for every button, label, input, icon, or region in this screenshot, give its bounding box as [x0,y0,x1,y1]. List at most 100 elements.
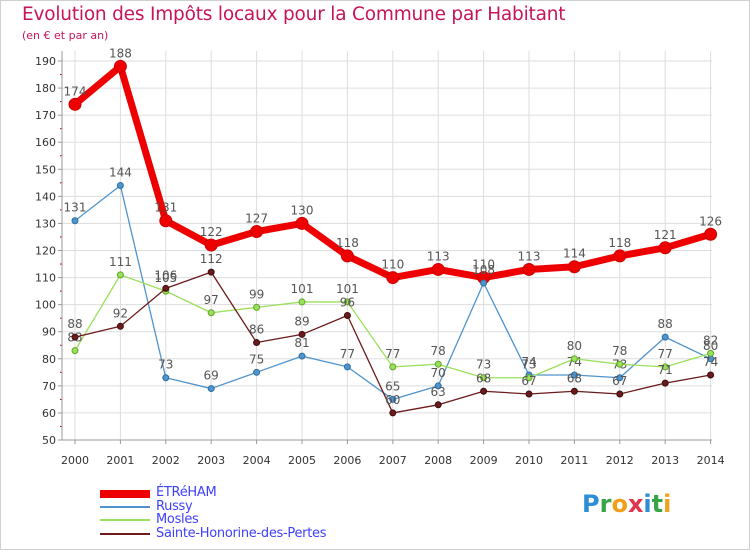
data-point [389,395,397,403]
data-label: 74 [703,355,718,369]
x-tick-label: 2011 [560,454,588,467]
x-tick-label: 2003 [197,454,225,467]
x-tick-label: 2013 [651,454,679,467]
data-point [434,382,442,390]
data-point [707,371,715,379]
data-point [480,374,488,382]
x-tick-label: 2005 [288,454,316,467]
data-point [116,182,124,190]
y-tick-label: 190 [35,55,56,68]
data-label: 108 [472,263,495,277]
x-tick-label: 2012 [606,454,634,467]
data-label: 127 [245,212,268,226]
y-tick-label: 120 [35,245,56,258]
data-label: 96 [340,295,355,309]
data-label: 112 [200,252,223,266]
data-point [204,238,218,252]
data-label: 101 [291,282,314,296]
data-label: 118 [336,236,359,250]
data-label: 63 [431,385,446,399]
data-point [522,262,536,276]
data-label: 110 [381,258,404,272]
data-label: 144 [109,166,132,180]
data-label: 174 [64,84,87,98]
data-label: 131 [64,201,87,215]
data-point [207,268,215,276]
data-label: 130 [291,203,314,217]
data-point [525,374,533,382]
data-label: 121 [654,228,677,242]
data-point [253,339,261,347]
data-label: 106 [154,268,177,282]
y-tick-label: 170 [35,109,56,122]
data-point [162,284,170,292]
data-label: 77 [658,347,673,361]
data-point [480,387,488,395]
data-point [343,311,351,319]
legend-label: ÉTRéHAM [156,485,217,500]
data-point [570,355,578,363]
x-tick-label: 2004 [243,454,271,467]
data-label: 73 [521,358,536,372]
data-point [207,309,215,317]
legend-label: Russy [156,498,193,514]
y-tick-label: 60 [42,407,56,420]
data-point [71,217,79,225]
data-point [570,371,578,379]
data-label: 74 [521,355,536,369]
x-tick-label: 2002 [152,454,180,467]
x-tick-label: 2014 [697,454,725,467]
chart-subtitle: (en € et par an) [22,29,109,42]
legend-swatch [100,490,150,498]
data-label: 67 [612,374,627,388]
data-label: 68 [476,371,491,385]
data-label: 70 [431,366,446,380]
data-point [525,390,533,398]
data-point [616,390,624,398]
data-point [567,260,581,274]
data-label: 80 [703,339,718,353]
data-label: 122 [200,225,223,239]
x-tick-label: 2008 [424,454,452,467]
data-point [661,333,669,341]
y-tick-label: 130 [35,217,56,230]
data-label: 68 [567,371,582,385]
data-point [661,363,669,371]
x-tick-label: 2009 [470,454,498,467]
data-point [159,214,173,228]
data-label: 131 [154,201,177,215]
data-label: 188 [109,46,132,60]
data-point [343,298,351,306]
data-point [613,249,627,263]
legend-swatch [100,505,150,508]
data-point [434,360,442,368]
legend-label: Sainte-Honorine-des-Pertes [156,525,327,541]
x-tick-label: 2000 [61,454,89,467]
y-tick-label: 90 [42,326,56,339]
data-point [480,279,488,287]
data-label: 105 [154,271,177,285]
data-label: 73 [158,358,173,372]
data-point [71,333,79,341]
data-point [207,385,215,393]
y-tick-label: 150 [35,163,56,176]
data-point [116,271,124,279]
data-point [616,360,624,368]
data-point [113,59,127,73]
data-label: 113 [518,249,541,263]
data-label: 77 [385,347,400,361]
data-point [253,303,261,311]
data-point [661,379,669,387]
data-label: 69 [204,369,219,383]
legend-swatch [100,532,150,535]
data-point [343,363,351,371]
y-tick-label: 80 [42,353,56,366]
data-point [298,330,306,338]
data-label: 82 [703,333,718,347]
data-point [116,322,124,330]
data-point [68,97,82,111]
x-tick-label: 2007 [379,454,407,467]
y-tick-label: 140 [35,190,56,203]
data-label: 126 [699,214,722,228]
